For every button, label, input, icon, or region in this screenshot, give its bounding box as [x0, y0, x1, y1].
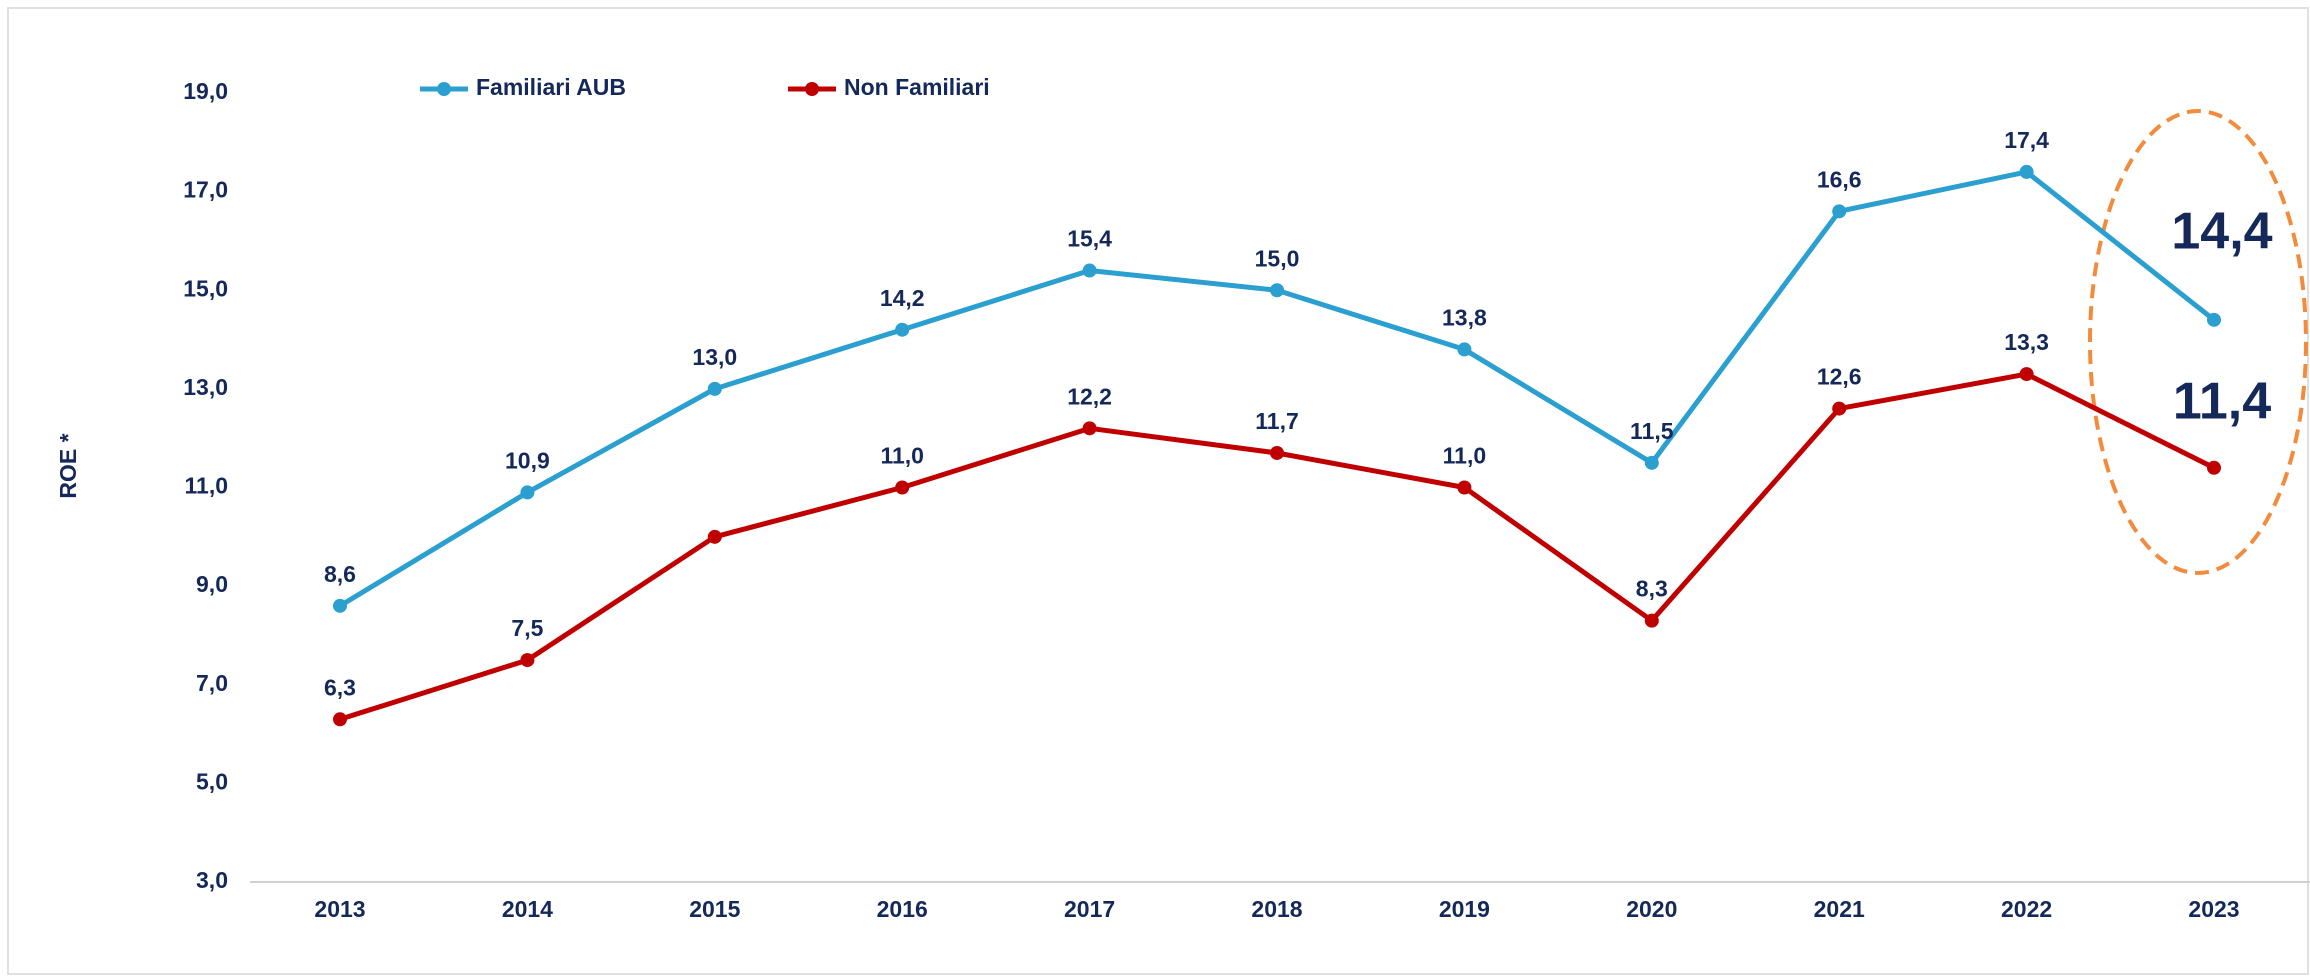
- data-point: [895, 480, 910, 495]
- y-tick-label: 9,0: [196, 571, 228, 597]
- y-tick-label: 5,0: [196, 768, 228, 794]
- data-point: [707, 381, 722, 396]
- data-point: [1457, 480, 1472, 495]
- data-point: [333, 712, 347, 727]
- data-label: 13,8: [1442, 305, 1487, 331]
- data-point: [1082, 421, 1097, 436]
- y-tick-label: 13,0: [183, 374, 228, 400]
- data-label: 11,5: [1630, 418, 1674, 444]
- x-tick-label: 2014: [502, 896, 553, 922]
- data-label: 12,6: [1817, 364, 1862, 390]
- data-label: 10,9: [505, 448, 550, 474]
- x-tick-label: 2023: [2188, 896, 2239, 922]
- x-tick-label: 2019: [1439, 896, 1490, 922]
- y-tick-label: 3,0: [196, 867, 228, 893]
- data-point: [1832, 204, 1847, 219]
- data-label: 14,2: [880, 285, 925, 311]
- data-label: 16,6: [1817, 166, 1862, 192]
- data-point: [1644, 613, 1659, 628]
- data-point: [2019, 164, 2034, 179]
- data-point: [2019, 367, 2034, 382]
- data-label: 12,2: [1067, 383, 1112, 409]
- data-point: [1832, 401, 1847, 416]
- x-tick-label: 2015: [689, 896, 740, 922]
- data-label: 15,0: [1255, 245, 1300, 271]
- y-tick-label: 7,0: [196, 670, 228, 696]
- data-point: [1270, 283, 1284, 298]
- data-label: 17,4: [2004, 127, 2049, 153]
- data-label: 11,0: [1443, 443, 1487, 469]
- y-tick-label: 15,0: [183, 275, 228, 301]
- data-point: [707, 529, 722, 544]
- data-point: [1082, 263, 1097, 278]
- x-tick-label: 2022: [2001, 896, 2052, 922]
- x-tick-label: 2018: [1251, 896, 1302, 922]
- data-label: 15,4: [1067, 226, 1112, 252]
- data-label: 6,3: [324, 674, 356, 700]
- data-label: 13,3: [2004, 329, 2049, 355]
- legend-marker: [805, 82, 819, 96]
- legend-marker: [437, 82, 451, 96]
- data-point: [1270, 445, 1284, 460]
- legend-label: Familiari AUB: [476, 74, 626, 100]
- y-tick-label: 19,0: [183, 78, 228, 104]
- data-point: [1644, 455, 1659, 470]
- x-tick-label: 2016: [877, 896, 928, 922]
- y-axis-label: ROE *: [55, 433, 81, 498]
- data-point: [895, 322, 910, 337]
- data-point: [2207, 312, 2221, 327]
- y-tick-label: 11,0: [185, 473, 229, 499]
- data-label: 13,0: [692, 344, 737, 370]
- highlight-ellipse: [2088, 109, 2308, 575]
- data-label: 8,6: [324, 561, 356, 587]
- data-label: 14,4: [2171, 203, 2272, 261]
- x-tick-label: 2013: [314, 896, 365, 922]
- y-tick-label: 17,0: [183, 177, 228, 203]
- data-label: 11,4: [2173, 373, 2271, 431]
- data-point: [520, 485, 535, 500]
- frame: [7, 7, 2309, 975]
- data-label: 8,3: [1636, 576, 1668, 602]
- data-label: 11,0: [880, 443, 924, 469]
- data-label: 11,7: [1255, 408, 1299, 434]
- data-label: 7,5: [511, 615, 543, 641]
- data-point: [520, 653, 535, 668]
- data-point: [2207, 460, 2221, 475]
- x-tick-label: 2017: [1064, 896, 1115, 922]
- data-point: [333, 598, 347, 613]
- data-point: [1457, 342, 1472, 357]
- x-tick-label: 2021: [1814, 896, 1865, 922]
- x-tick-label: 2020: [1626, 896, 1677, 922]
- legend-label: Non Familiari: [844, 74, 990, 100]
